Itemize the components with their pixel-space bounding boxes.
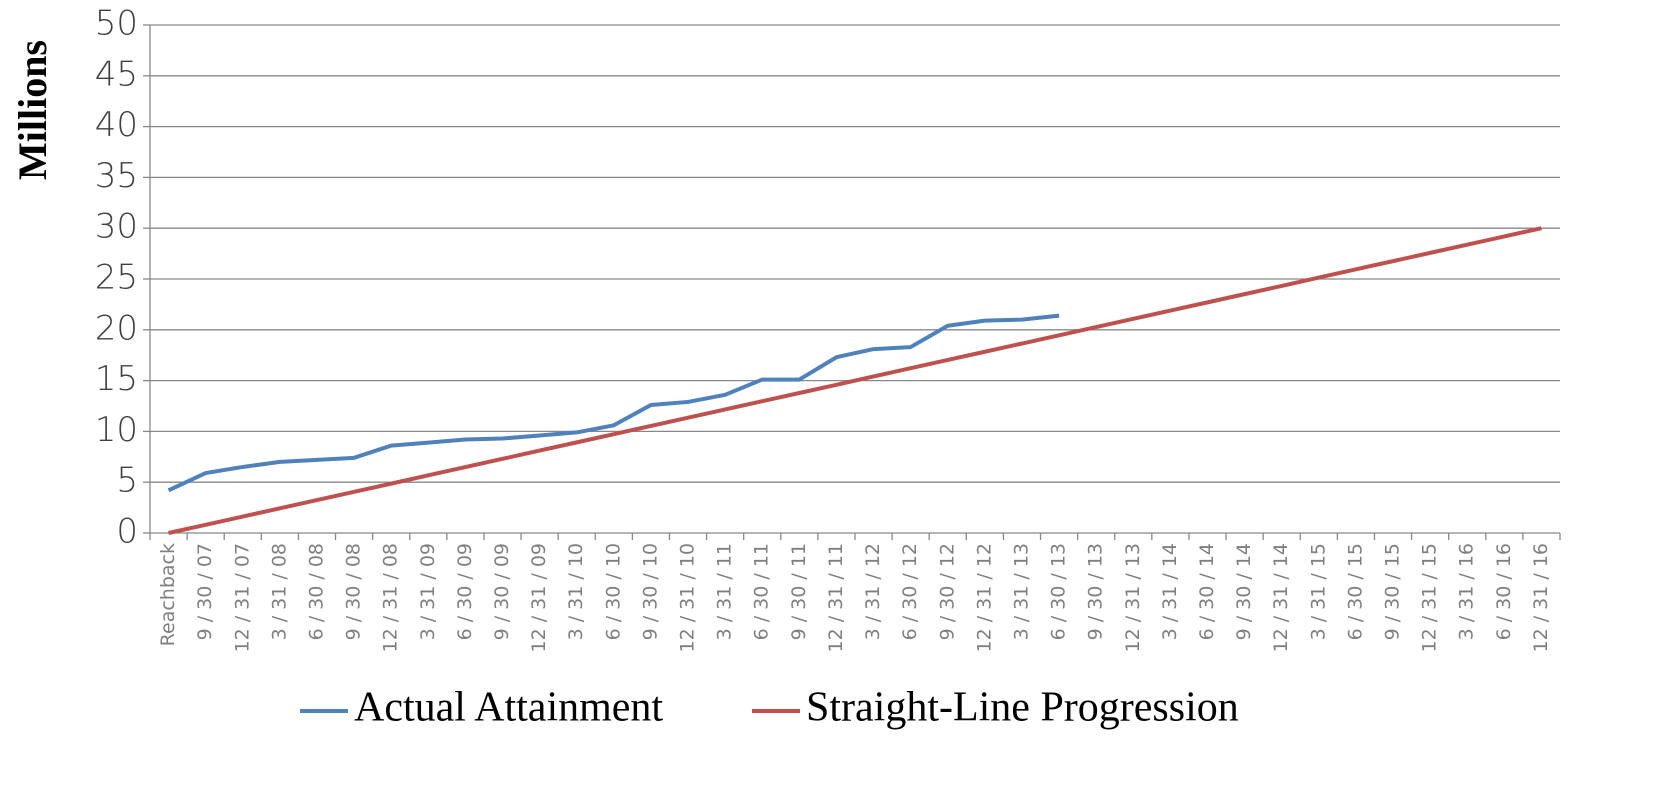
- x-tick-label: 12 / 31 / 10: [677, 543, 699, 653]
- y-tick-label: 25: [95, 258, 138, 298]
- x-tick-label: 6 / 30 / 09: [454, 543, 476, 640]
- x-tick-label: 6 / 30 / 14: [1196, 543, 1218, 640]
- legend-label: Straight-Line Progression: [806, 685, 1239, 731]
- x-tick-label: 12 / 31 / 15: [1419, 543, 1441, 653]
- x-tick-label: 6 / 30 / 12: [899, 543, 921, 640]
- x-tick-label: 6 / 30 / 16: [1493, 543, 1515, 640]
- x-tick-label: 9 / 30 / 07: [194, 543, 216, 640]
- x-tick-label: 12 / 31 / 09: [528, 543, 550, 653]
- x-tick-label: 12 / 31 / 16: [1530, 543, 1552, 653]
- x-tick-label: 6 / 30 / 13: [1048, 543, 1070, 640]
- y-tick-label: 15: [95, 359, 138, 399]
- x-tick-label: 6 / 30 / 10: [602, 543, 624, 640]
- x-tick-label: 9 / 30 / 12: [936, 543, 958, 640]
- y-tick-label: 30: [95, 207, 138, 247]
- x-tick-label: 9 / 30 / 11: [788, 543, 810, 640]
- x-tick-label: 3 / 31 / 11: [714, 543, 736, 640]
- series-line: [168, 226, 1542, 535]
- x-tick-label: 9 / 30 / 09: [491, 543, 513, 640]
- legend-label: Actual Attainment: [354, 685, 663, 731]
- x-tick-label: 12 / 31 / 08: [380, 543, 402, 653]
- x-tick-label: 12 / 31 / 11: [825, 543, 847, 653]
- series-line: [167, 313, 1060, 493]
- x-tick-label: 12 / 31 / 12: [973, 543, 995, 653]
- x-tick-label: 6 / 30 / 08: [305, 543, 327, 640]
- y-tick-label: 0: [116, 512, 138, 552]
- x-tick-label: 9 / 30 / 15: [1382, 543, 1404, 640]
- x-tick-label: Reachback: [157, 543, 179, 646]
- x-tick-label: 3 / 31 / 13: [1010, 543, 1032, 640]
- x-tick-label: 3 / 31 / 09: [417, 543, 439, 640]
- y-tick-label: 10: [95, 410, 138, 450]
- x-tick-label: 3 / 31 / 15: [1307, 543, 1329, 640]
- x-tick-label: 6 / 30 / 15: [1344, 543, 1366, 640]
- y-tick-label: 45: [95, 54, 138, 94]
- x-tick-label: 9 / 30 / 14: [1233, 543, 1255, 640]
- x-tick-label: 9 / 30 / 10: [639, 543, 661, 640]
- x-tick-label: 12 / 31 / 14: [1270, 543, 1292, 653]
- x-tick-label: 12 / 31 / 07: [231, 543, 253, 653]
- x-tick-label: 9 / 30 / 08: [343, 543, 365, 640]
- y-tick-label: 5: [116, 461, 138, 501]
- y-tick-label: 50: [95, 4, 138, 44]
- x-tick-label: 3 / 31 / 08: [268, 543, 290, 640]
- y-tick-label: 35: [95, 156, 138, 196]
- y-tick-label: 20: [95, 308, 138, 348]
- x-tick-label: 6 / 30 / 11: [751, 543, 773, 640]
- x-tick-label: 3 / 31 / 10: [565, 543, 587, 640]
- y-axis-title: Millions: [10, 40, 55, 180]
- x-tick-label: 12 / 31 / 13: [1122, 543, 1144, 653]
- x-tick-label: 3 / 31 / 16: [1456, 543, 1478, 640]
- y-tick-label: 40: [95, 105, 138, 145]
- x-tick-label: 9 / 30 / 13: [1085, 543, 1107, 640]
- x-tick-label: 3 / 31 / 12: [862, 543, 884, 640]
- x-tick-label: 3 / 31 / 14: [1159, 543, 1181, 640]
